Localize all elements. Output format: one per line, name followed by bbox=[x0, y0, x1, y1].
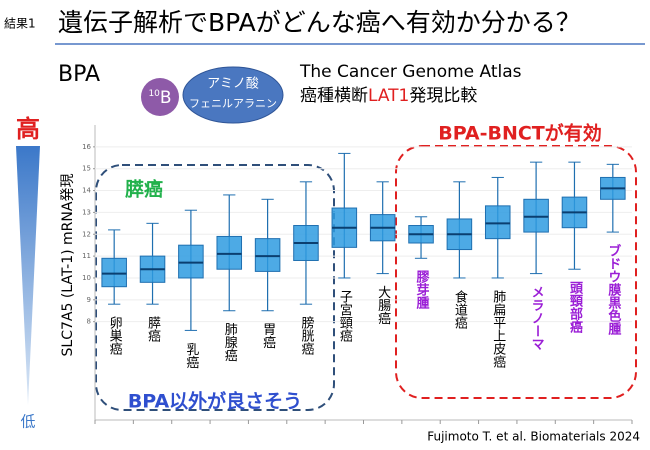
y-tick-label: 10 bbox=[82, 274, 91, 282]
x-tick-label: メラノーマ bbox=[529, 286, 544, 351]
x-tick-label: 膠芽腫 bbox=[414, 270, 430, 311]
subtitle-part: 発現比較 bbox=[409, 86, 477, 106]
group-left-label: BPA以外が良さそう bbox=[128, 390, 302, 413]
subtitle: 癌種横断LAT1発現比較 bbox=[300, 86, 477, 106]
group-left-example: 膵癌 bbox=[125, 178, 163, 201]
box bbox=[254, 238, 281, 272]
amino-badge bbox=[182, 66, 284, 124]
x-tick-label: 肺腺癌 bbox=[222, 323, 238, 363]
subtitle-part: LAT1 bbox=[368, 86, 409, 106]
tag: 結果1 bbox=[4, 17, 36, 31]
box bbox=[523, 198, 549, 233]
y-tick-label: 15 bbox=[82, 165, 91, 173]
x-tick-label: 大腸癌 bbox=[375, 286, 391, 326]
box bbox=[484, 205, 511, 240]
drug: BPA bbox=[58, 62, 100, 87]
x-tick-label: 卵巣癌 bbox=[107, 316, 123, 356]
box bbox=[216, 235, 243, 270]
group-right-label: BPA-BNCTが有効 bbox=[438, 122, 602, 145]
x-tick-label: 胃癌 bbox=[260, 323, 276, 350]
isotope-mass: 10 bbox=[148, 89, 160, 99]
x-tick-label: 乳癌 bbox=[183, 342, 199, 369]
group-left-box bbox=[95, 164, 335, 411]
x-tick-label: 子宮頸癌 bbox=[337, 290, 353, 343]
isotope-badge bbox=[141, 78, 179, 116]
x-tick-label: 肺扁平上皮癌 bbox=[490, 290, 506, 369]
gradient-arrow bbox=[16, 146, 40, 405]
source: The Cancer Genome Atlas bbox=[299, 62, 522, 82]
amino-line: フェニルアラニン bbox=[189, 97, 277, 110]
box bbox=[101, 257, 127, 288]
isotope-symbol: B bbox=[160, 88, 172, 108]
group-right-box bbox=[395, 145, 637, 399]
amino-line: アミノ酸 bbox=[207, 77, 259, 92]
box bbox=[178, 244, 204, 279]
x-tick-label: 膵癌 bbox=[145, 316, 161, 343]
x-tick-label: 頭頸部癌 bbox=[567, 281, 583, 334]
y-tick-label: 9 bbox=[87, 296, 91, 304]
y-tick-label: 13 bbox=[82, 208, 91, 216]
y-tick-label: 11 bbox=[82, 252, 91, 260]
x-tick-label: ブドウ膜黒色腫 bbox=[605, 244, 621, 337]
y-axis-label: SLC7A5 (LAT-1) mRNA発現 bbox=[60, 174, 76, 357]
citation: Fujimoto T. et al. Biomaterials 2024 bbox=[427, 430, 640, 444]
isotope: 10B bbox=[148, 88, 171, 108]
y-tick-label: 8 bbox=[87, 318, 91, 326]
subtitle-part: 癌種横断 bbox=[300, 86, 368, 106]
x-tick-label: 食道癌 bbox=[452, 289, 468, 330]
x-tick-label: 膀胱癌 bbox=[298, 316, 314, 357]
y-tick-label: 16 bbox=[82, 143, 91, 151]
high-label: 高 bbox=[16, 115, 40, 143]
low-label: 低 bbox=[20, 413, 35, 431]
y-tick-label: 14 bbox=[82, 187, 91, 195]
title: 遺伝子解析でBPAがどんな癌へ有効か分かる？ bbox=[58, 8, 581, 37]
y-tick-label: 12 bbox=[82, 230, 91, 238]
